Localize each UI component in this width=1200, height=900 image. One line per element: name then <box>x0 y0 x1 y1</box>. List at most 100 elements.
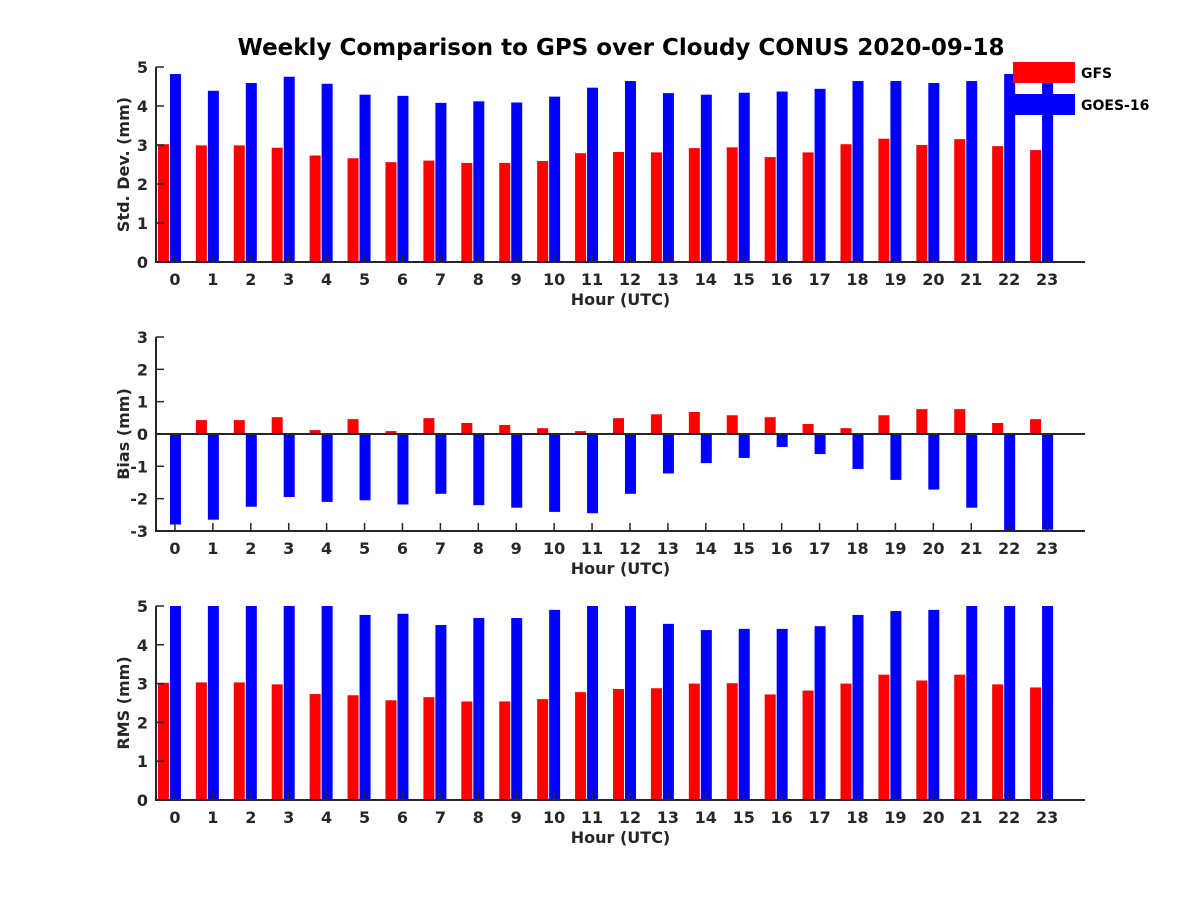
bias-bar-gfs-10 <box>537 428 549 434</box>
std-dev-xtick-label: 15 <box>733 270 755 289</box>
std-dev-bar-goes-16-6 <box>397 95 409 262</box>
rms-bar-gfs-12 <box>612 689 624 800</box>
bias-bar-goes-16-19 <box>890 434 902 480</box>
rms-bar-goes-16-4 <box>321 606 333 800</box>
rms-xtick-label: 7 <box>435 808 446 827</box>
std-dev-bar-goes-16-4 <box>321 83 333 263</box>
bias-xtick-label: 10 <box>543 539 565 558</box>
rms-bar-goes-16-16 <box>776 628 788 800</box>
bias-bar-goes-16-14 <box>700 434 712 464</box>
std-dev-bar-goes-16-2 <box>245 82 257 263</box>
rms-xtick-label: 9 <box>511 808 522 827</box>
std-dev-xtick-label: 13 <box>657 270 679 289</box>
bias-bar-goes-16-20 <box>928 434 940 490</box>
std-dev-xtick-label: 0 <box>169 270 180 289</box>
bias-bar-goes-16-2 <box>245 434 257 507</box>
std-dev-xtick-label: 12 <box>619 270 641 289</box>
rms-bar-goes-16-18 <box>852 614 864 800</box>
bias-xtick-label: 0 <box>169 539 180 558</box>
std-dev-ytick-label: 1 <box>137 214 148 233</box>
std-dev-xtick-label: 8 <box>473 270 484 289</box>
bias-bar-goes-16-16 <box>776 434 788 447</box>
rms-bar-gfs-17 <box>802 690 814 800</box>
rms-bar-gfs-15 <box>726 683 738 800</box>
std-dev-bar-goes-16-11 <box>587 87 599 262</box>
std-dev-xtick-label: 20 <box>922 270 944 289</box>
bias-xtick-label: 19 <box>884 539 906 558</box>
std-dev-bar-goes-16-5 <box>359 94 371 262</box>
legend: GFS GOES-16 <box>1013 62 1149 115</box>
rms-bar-gfs-3 <box>271 684 283 800</box>
std-dev-bar-gfs-18 <box>840 144 852 262</box>
bias-bar-goes-16-13 <box>662 434 674 474</box>
rms-bar-goes-16-11 <box>587 606 599 800</box>
rms-ytick-label: 2 <box>137 713 148 732</box>
std-dev-bar-goes-16-19 <box>890 81 902 262</box>
bias-ytick-label: 3 <box>137 328 148 347</box>
rms-xtick-label: 1 <box>207 808 218 827</box>
bias-ytick-label: -1 <box>130 457 148 476</box>
bias-xtick-label: 8 <box>473 539 484 558</box>
rms-bar-gfs-21 <box>954 674 966 800</box>
rms-bar-goes-16-23 <box>1042 606 1054 800</box>
rms-bar-goes-16-9 <box>511 618 523 800</box>
rms-y-axis-label: RMS (mm) <box>114 656 133 749</box>
std-dev-bar-gfs-3 <box>271 147 283 262</box>
std-dev-bar-goes-16-18 <box>852 81 864 262</box>
rms-ytick-label: 1 <box>137 752 148 771</box>
bias-xtick-label: 22 <box>998 539 1020 558</box>
std-dev-xtick-label: 17 <box>808 270 830 289</box>
std-dev-ytick-label: 2 <box>137 175 148 194</box>
std-dev-bar-gfs-9 <box>499 162 511 262</box>
rms-bar-gfs-0 <box>157 682 169 800</box>
rms-bar-goes-16-0 <box>169 606 181 800</box>
std-dev-bar-gfs-5 <box>347 158 359 262</box>
rms-xtick-label: 17 <box>808 808 830 827</box>
rms-xtick-label: 11 <box>581 808 603 827</box>
std-dev-bar-gfs-15 <box>726 147 738 262</box>
rms-bar-goes-16-21 <box>966 606 978 800</box>
rms-bar-gfs-2 <box>233 682 245 800</box>
rms-bar-gfs-5 <box>347 695 359 800</box>
rms-xtick-label: 23 <box>1036 808 1058 827</box>
rms-bar-goes-16-2 <box>245 606 257 800</box>
std-dev-ytick-label: 0 <box>137 253 148 272</box>
std-dev-bar-gfs-14 <box>688 148 700 262</box>
rms-xtick-label: 22 <box>998 808 1020 827</box>
std-dev-ytick-label: 4 <box>137 97 148 116</box>
rms-bar-goes-16-20 <box>928 609 940 800</box>
bias-xtick-label: 7 <box>435 539 446 558</box>
std-dev-bar-gfs-20 <box>916 145 928 262</box>
bias-bar-gfs-5 <box>347 419 359 434</box>
bias-bar-gfs-15 <box>726 415 738 434</box>
std-dev-xtick-label: 10 <box>543 270 565 289</box>
std-dev-bar-gfs-0 <box>157 144 169 262</box>
rms-bar-goes-16-14 <box>700 630 712 800</box>
std-dev-bar-gfs-10 <box>537 160 549 262</box>
bias-xtick-label: 5 <box>359 539 370 558</box>
bias-bar-gfs-2 <box>233 420 245 434</box>
rms-ytick-label: 4 <box>137 636 148 655</box>
std-dev-bar-goes-16-13 <box>662 93 674 262</box>
bias-bar-gfs-23 <box>1030 419 1042 434</box>
std-dev-bar-gfs-8 <box>461 162 473 262</box>
bias-bar-gfs-14 <box>688 412 700 434</box>
legend-label-gfs: GFS <box>1081 66 1112 82</box>
std-dev-bar-gfs-16 <box>764 157 776 262</box>
bias-bar-gfs-8 <box>461 423 473 434</box>
std-dev-xtick-label: 14 <box>695 270 717 289</box>
bias-x-axis-label: Hour (UTC) <box>571 559 671 578</box>
rms-bar-goes-16-22 <box>1004 606 1016 800</box>
std-dev-bar-goes-16-20 <box>928 82 940 263</box>
bias-xtick-label: 2 <box>245 539 256 558</box>
bias-bar-gfs-18 <box>840 428 852 434</box>
bias-bar-goes-16-8 <box>473 434 485 506</box>
std-dev-y-axis-label: Std. Dev. (mm) <box>114 97 133 232</box>
std-dev-bar-goes-16-15 <box>738 92 750 263</box>
bias-xtick-label: 4 <box>321 539 332 558</box>
rms-xtick-label: 19 <box>884 808 906 827</box>
bias-bar-goes-16-6 <box>397 434 409 505</box>
rms-bar-goes-16-13 <box>662 623 674 800</box>
std-dev-xtick-label: 6 <box>397 270 408 289</box>
std-dev-bar-gfs-1 <box>195 145 207 262</box>
